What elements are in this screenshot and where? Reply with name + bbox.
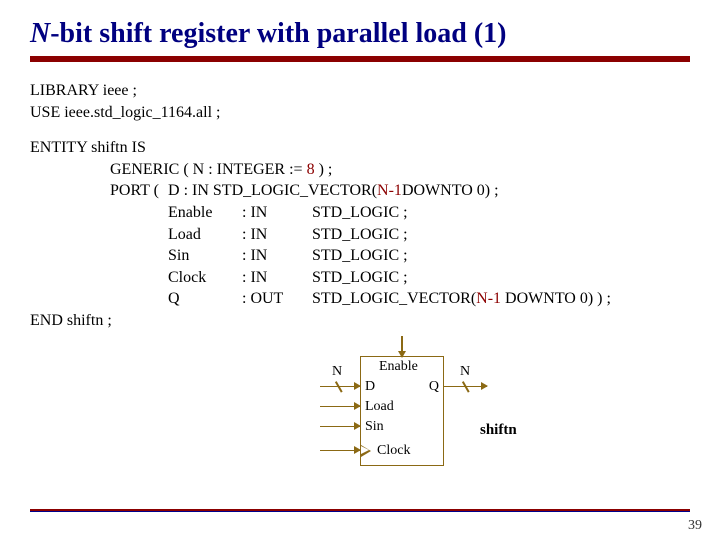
code-port-q: Q : OUT STD_LOGIC_VECTOR(N-1 DOWNTO 0) )… — [30, 288, 690, 310]
q-type-accent: N-1 — [476, 290, 501, 307]
label-q: Q — [429, 379, 439, 395]
port-name: Enable — [168, 202, 242, 224]
port-type: STD_LOGIC ; — [312, 224, 408, 246]
code-port-enable: Enable : IN STD_LOGIC ; — [30, 202, 690, 224]
port-q-type: STD_LOGIC_VECTOR(N-1 DOWNTO 0) ) ; — [312, 288, 611, 310]
code-library: LIBRARY ieee ; — [30, 80, 690, 102]
wire-load — [320, 406, 360, 408]
title-italic: N — [30, 18, 50, 49]
code-use: USE ieee.std_logic_1164.all ; — [30, 102, 690, 124]
label-sin: Sin — [365, 419, 384, 435]
generic-pre: GENERIC ( N : INTEGER := — [110, 161, 307, 178]
port-dir: : IN — [242, 267, 312, 289]
port-d-name: D — [168, 180, 180, 202]
q-type-post: DOWNTO 0) ) ; — [501, 290, 611, 307]
port-name: Clock — [168, 267, 242, 289]
slide-title: N-bit shift register with parallel load … — [30, 18, 690, 50]
label-load: Load — [365, 399, 394, 415]
clock-triangle-icon — [361, 445, 371, 457]
generic-post: ) ; — [315, 161, 333, 178]
bus-width-q: N — [460, 364, 470, 380]
code-port-clock: Clock : IN STD_LOGIC ; — [30, 267, 690, 289]
title-rule — [30, 56, 690, 62]
code-port-load: Load : IN STD_LOGIC ; — [30, 224, 690, 246]
port-dir: : OUT — [242, 288, 312, 310]
code-block: LIBRARY ieee ; USE ieee.std_logic_1164.a… — [30, 80, 690, 332]
bus-width-d: N — [332, 364, 342, 380]
port-dir: : IN — [242, 245, 312, 267]
port-d-dir: : IN — [184, 180, 209, 202]
code-port-d: PORT ( D : IN STD_LOGIC_VECTOR(N-1 DOWNT… — [30, 180, 690, 202]
footer-rule — [30, 509, 690, 512]
code-port-sin: Sin : IN STD_LOGIC ; — [30, 245, 690, 267]
label-d: D — [365, 379, 375, 395]
block-name: shiftn — [480, 422, 517, 439]
label-clock: Clock — [377, 443, 410, 459]
port-type: STD_LOGIC ; — [312, 202, 408, 224]
spacer — [30, 123, 690, 137]
q-type-pre: STD_LOGIC_VECTOR( — [312, 290, 476, 307]
port-name: Load — [168, 224, 242, 246]
port-d-type-post: DOWNTO 0) ; — [402, 180, 499, 202]
port-name: Sin — [168, 245, 242, 267]
code-entity: ENTITY shiftn IS — [30, 137, 690, 159]
port-dir: : IN — [242, 202, 312, 224]
port-dir: : IN — [242, 224, 312, 246]
wire-clock — [320, 450, 360, 452]
port-d-type-pre: STD_LOGIC_VECTOR( — [213, 180, 377, 202]
code-generic: GENERIC ( N : INTEGER := 8 ) ; — [30, 159, 690, 181]
label-enable: Enable — [379, 359, 418, 375]
slide: N-bit shift register with parallel load … — [0, 0, 720, 540]
page-number: 39 — [688, 518, 702, 534]
generic-num: 8 — [307, 161, 315, 178]
title-rest: -bit shift register with parallel load (… — [50, 18, 506, 49]
port-d-type-accent: N-1 — [377, 180, 402, 202]
wire-sin — [320, 426, 360, 428]
code-end: END shiftn ; — [30, 310, 690, 332]
port-type: STD_LOGIC ; — [312, 267, 408, 289]
port-type: STD_LOGIC ; — [312, 245, 408, 267]
block-diagram: Enable D Q Load Sin Clock N N shiftn — [290, 346, 550, 476]
port-name: Q — [168, 288, 242, 310]
port-open: PORT ( — [110, 180, 168, 202]
wire-enable — [401, 336, 403, 357]
shiftn-block: Enable D Q Load Sin Clock — [360, 356, 444, 466]
